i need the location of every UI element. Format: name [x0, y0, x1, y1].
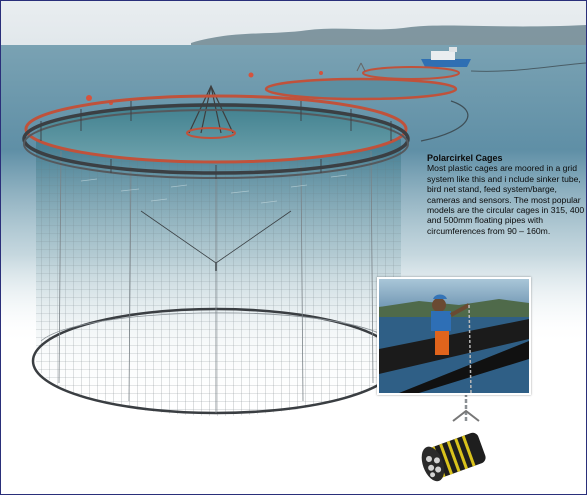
distant-cages: [86, 62, 586, 142]
bird-net-stand: [188, 84, 234, 134]
worker-on-cage-photo-icon: [379, 279, 529, 393]
cage-water: [36, 103, 396, 163]
caption: Polarcirkel Cages Most plastic cages are…: [427, 153, 586, 236]
cage-net-shade: [36, 139, 401, 416]
feed-barge: [421, 47, 471, 67]
caption-title: Polarcirkel Cages: [427, 153, 503, 163]
mountains: [191, 25, 586, 49]
main-cage: [22, 84, 410, 416]
worker-photo: [377, 277, 531, 395]
floating-collar-top: [24, 94, 408, 164]
caption-body: Most plastic cages are moored in a grid …: [427, 163, 585, 236]
sinker-chain-coupling-icon: [421, 381, 486, 482]
